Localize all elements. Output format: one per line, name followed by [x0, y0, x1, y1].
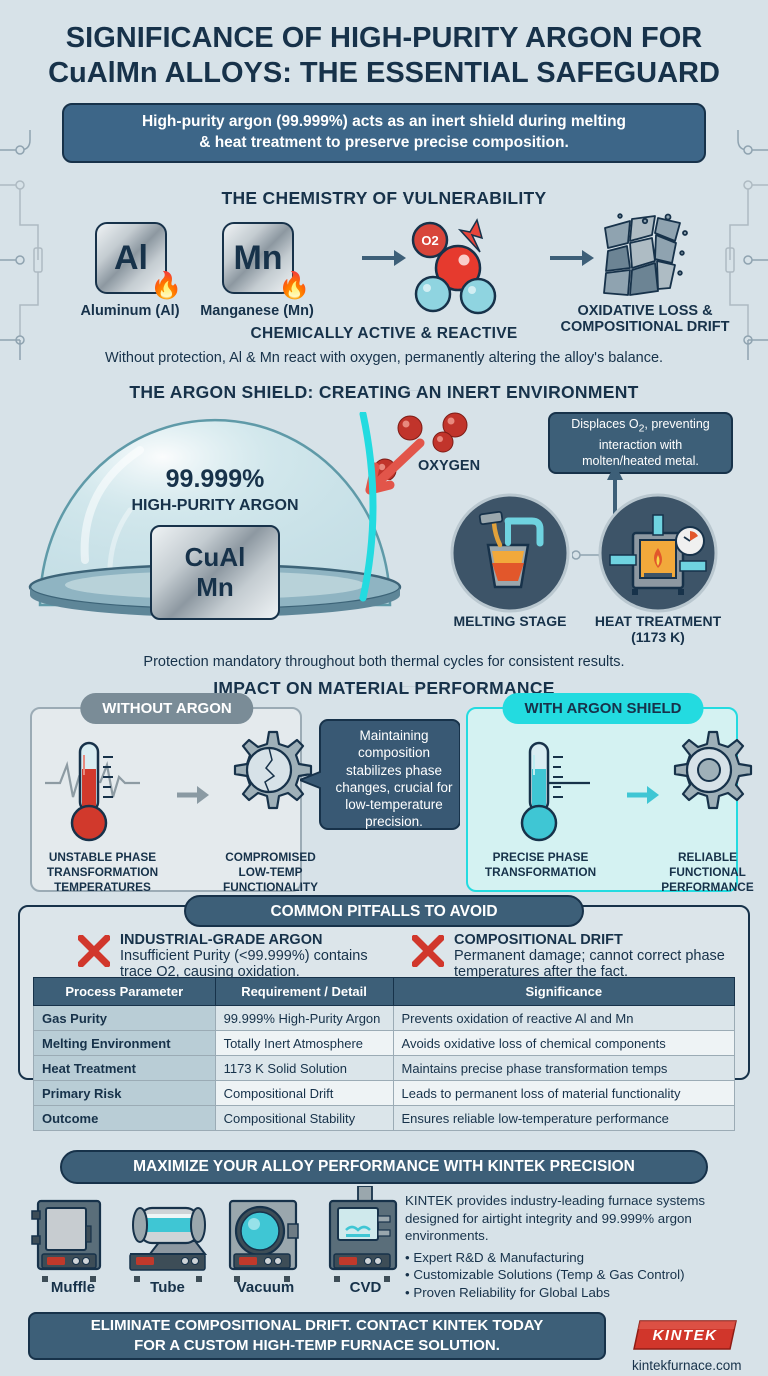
svg-text:O2: O2: [421, 233, 438, 248]
svg-text:KINTEK: KINTEK: [653, 1327, 718, 1344]
